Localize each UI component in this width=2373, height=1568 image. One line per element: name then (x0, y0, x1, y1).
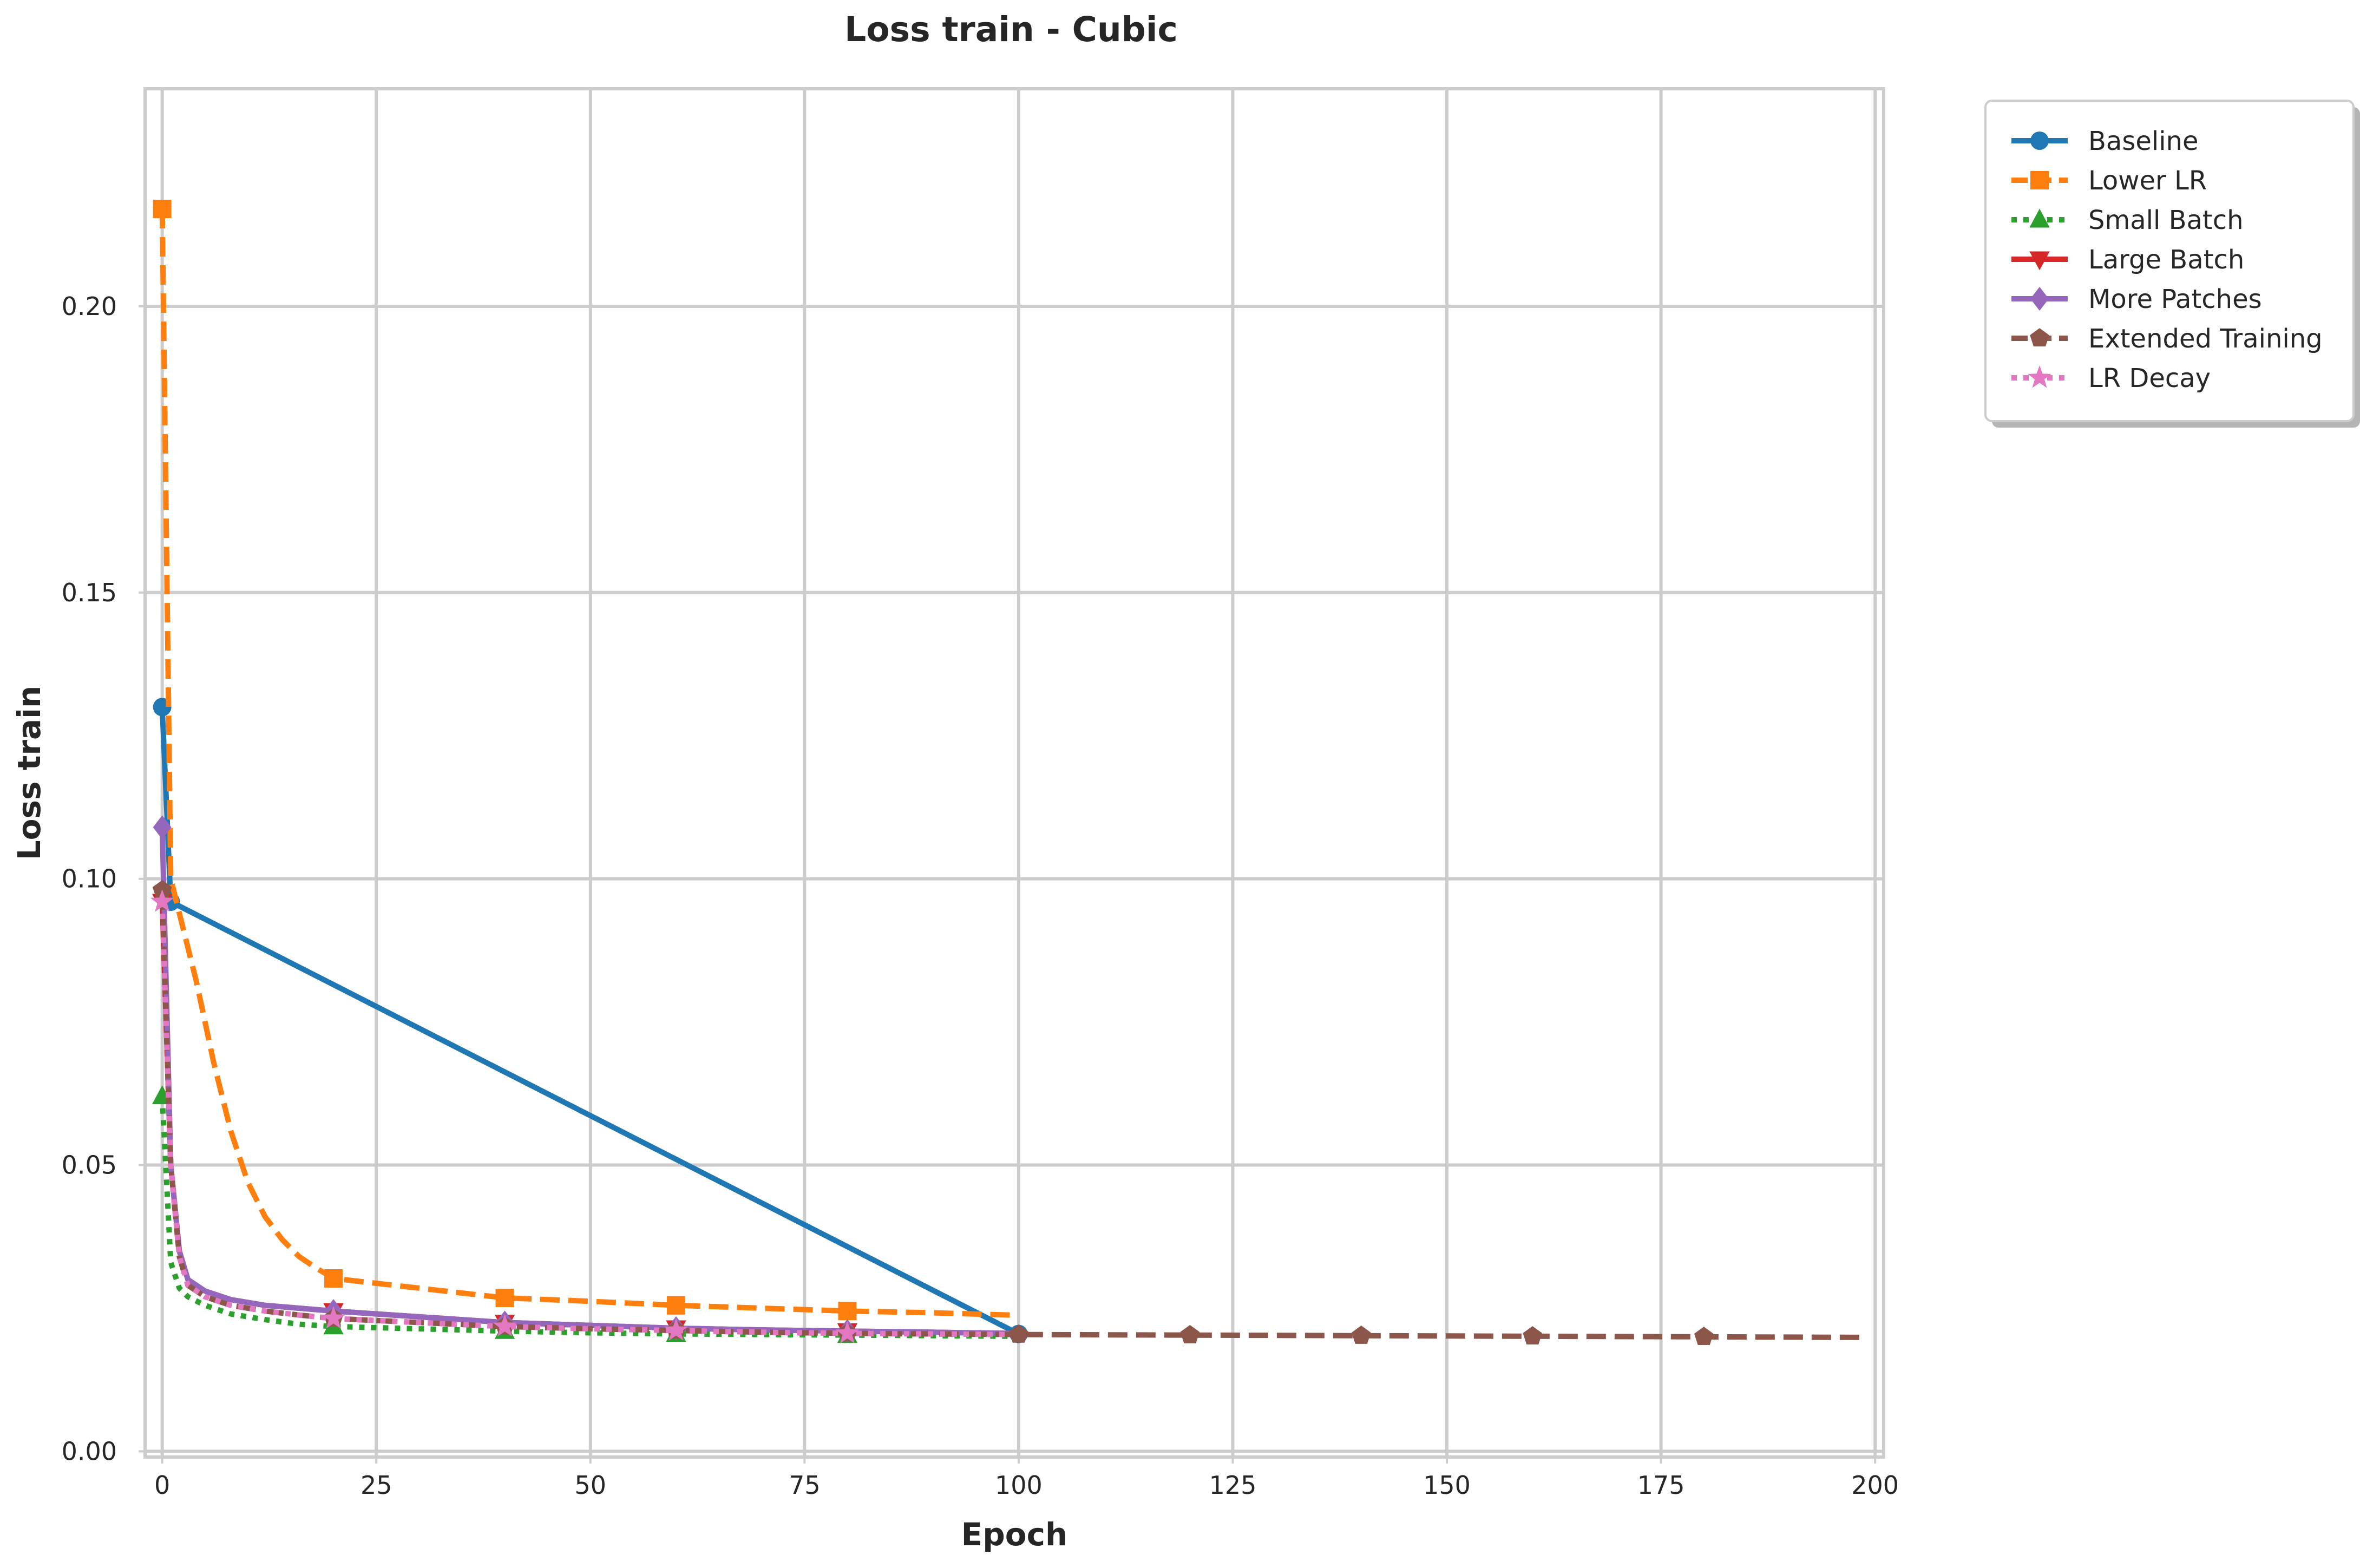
x-tick-label: 75 (789, 1471, 821, 1500)
legend-item-extended-training: Extended Training (2011, 324, 2323, 354)
series-line-small-batch (159, 1096, 1011, 1339)
x-tick-label: 25 (360, 1471, 392, 1500)
legend: Baseline Lower LR Small Batch Large Batch Mo… (1984, 100, 2360, 428)
data-point-lr-decay (664, 1318, 688, 1341)
x-tick-label: 175 (1637, 1471, 1685, 1500)
x-tick-label: 50 (575, 1471, 607, 1500)
legend-label-small-batch: Small Batch (2088, 205, 2244, 235)
data-point-lower-lr (495, 1288, 514, 1307)
legend-marker-baseline (2030, 132, 2049, 150)
legend-item-lower-lr: Lower LR (2011, 166, 2207, 196)
legend-items: Baseline Lower LR Small Batch Large Batch Mo… (2011, 126, 2323, 393)
axis-ticks: 0 25 50 75 100 125 150 175 200 0.00 0.05 0.10 0.15 0.… (62, 292, 1899, 1500)
x-tick-label: 200 (1851, 1471, 1899, 1500)
data-point-extended-training (1523, 1326, 1543, 1344)
legend-item-large-batch: Large Batch (2011, 245, 2244, 275)
data-point-more-patches (153, 815, 172, 839)
legend-marker-small-batch (2029, 208, 2050, 228)
legend-item-more-patches: More Patches (2011, 284, 2262, 314)
legend-label-baseline: Baseline (2088, 126, 2199, 156)
x-tick-label: 125 (1209, 1471, 1257, 1500)
legend-label-more-patches: More Patches (2088, 284, 2262, 314)
data-point-extended-training (1180, 1325, 1200, 1343)
legend-marker-large-batch (2029, 251, 2050, 271)
data-point-lower-lr (667, 1296, 686, 1315)
x-tick-label: 0 (154, 1471, 170, 1500)
legend-label-extended-training: Extended Training (2088, 324, 2323, 354)
data-point-lr-decay (322, 1306, 345, 1329)
y-tick-label: 0.15 (62, 578, 117, 607)
data-point-extended-training (1694, 1327, 1714, 1346)
plot-frame (143, 87, 1885, 1459)
plot-series (150, 200, 1867, 1346)
data-point-lower-lr (153, 200, 172, 219)
legend-label-lr-decay: LR Decay (2088, 363, 2211, 393)
legend-item-small-batch: Small Batch (2011, 205, 2244, 235)
data-point-extended-training (1352, 1326, 1371, 1344)
legend-label-large-batch: Large Batch (2088, 245, 2244, 275)
series-lr-decay (150, 889, 1011, 1344)
x-tick-label: 150 (1423, 1471, 1471, 1500)
legend-item-lr-decay: LR Decay (2011, 363, 2211, 393)
legend-marker-more-patches (2030, 286, 2049, 311)
y-tick-label: 0.10 (62, 864, 117, 894)
y-tick-label: 0.00 (62, 1436, 117, 1466)
y-tick-label: 0.20 (62, 292, 117, 321)
y-axis-title: Loss train (11, 686, 48, 861)
data-point-lower-lr (838, 1302, 857, 1321)
legend-box (1984, 100, 2355, 422)
legend-marker-lr-decay (2028, 365, 2051, 388)
legend-marker-lower-lr (2030, 171, 2049, 189)
grid (145, 89, 1884, 1457)
data-point-lr-decay (835, 1321, 860, 1344)
x-tick-label: 100 (995, 1471, 1043, 1500)
legend-marker-extended-training (2030, 328, 2049, 347)
y-tick-label: 0.05 (62, 1151, 117, 1180)
legend-label-lower-lr: Lower LR (2088, 166, 2207, 196)
data-point-lr-decay (150, 889, 174, 912)
data-point-extended-training (1009, 1324, 1028, 1343)
data-point-lr-decay (493, 1314, 517, 1337)
chart-title: Loss train - Cubic (844, 10, 1178, 49)
series-lower-lr (153, 200, 1011, 1321)
x-axis-title: Epoch (961, 1516, 1068, 1553)
series-line-lower-lr (159, 209, 1011, 1318)
data-point-lower-lr (324, 1269, 343, 1288)
legend-item-baseline: Baseline (2011, 126, 2199, 156)
